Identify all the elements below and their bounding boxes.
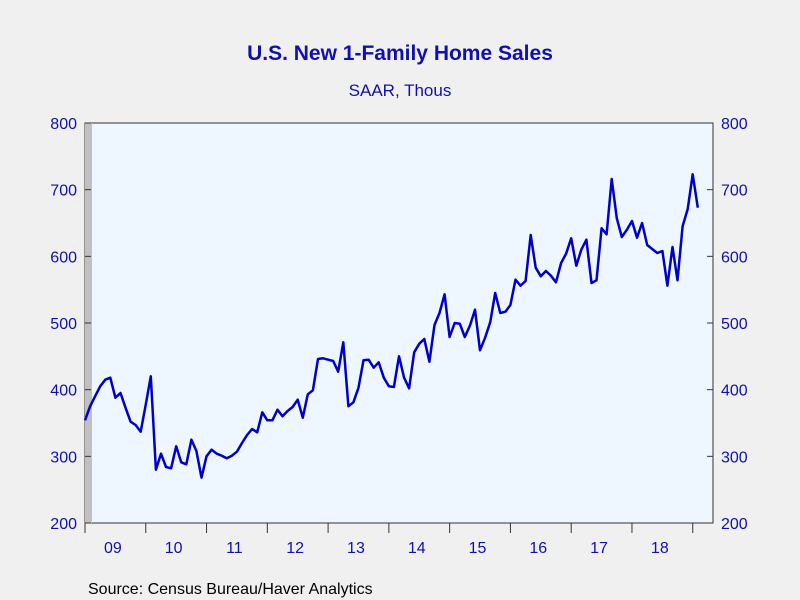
source-note: Source: Census Bureau/Haver Analytics [88,581,373,598]
left-y-tick-label: 500 [50,316,77,333]
right-y-axis: 200 300 400 500 600 700 800 [707,116,748,533]
left-y-tick-label: 600 [50,249,77,266]
x-tick-label: 17 [590,540,608,557]
right-y-tick-label: 300 [721,449,748,466]
chart-subtitle: SAAR, Thous [349,81,452,100]
left-y-axis: 200 300 400 500 600 700 800 [50,116,91,533]
left-y-tick-label: 300 [50,449,77,466]
left-y-tick-label: 200 [50,516,77,533]
left-y-tick-label: 700 [50,183,77,200]
right-y-tick-label: 800 [721,116,748,133]
chart-title: U.S. New 1-Family Home Sales [247,42,553,65]
x-tick-label: 12 [286,540,304,557]
x-axis: 09 10 11 12 13 14 15 16 17 18 [84,523,694,557]
x-tick-label: 10 [165,540,183,557]
plot-area [84,122,714,524]
x-tick-label: 09 [104,540,122,557]
right-y-tick-label: 700 [721,183,748,200]
x-tick-label: 13 [347,540,365,557]
x-tick-label: 14 [408,540,426,557]
right-y-tick-label: 400 [721,383,748,400]
left-y-tick-label: 400 [50,383,77,400]
right-y-tick-label: 600 [721,249,748,266]
left-y-tick-label: 800 [50,116,77,133]
x-tick-label: 11 [226,540,243,557]
series-line-home-sales [83,173,700,479]
x-tick-label: 15 [469,540,487,557]
right-y-tick-label: 200 [721,516,748,533]
x-tick-label: 16 [529,540,547,557]
x-tick-label: 18 [651,540,669,557]
right-y-tick-label: 500 [721,316,748,333]
